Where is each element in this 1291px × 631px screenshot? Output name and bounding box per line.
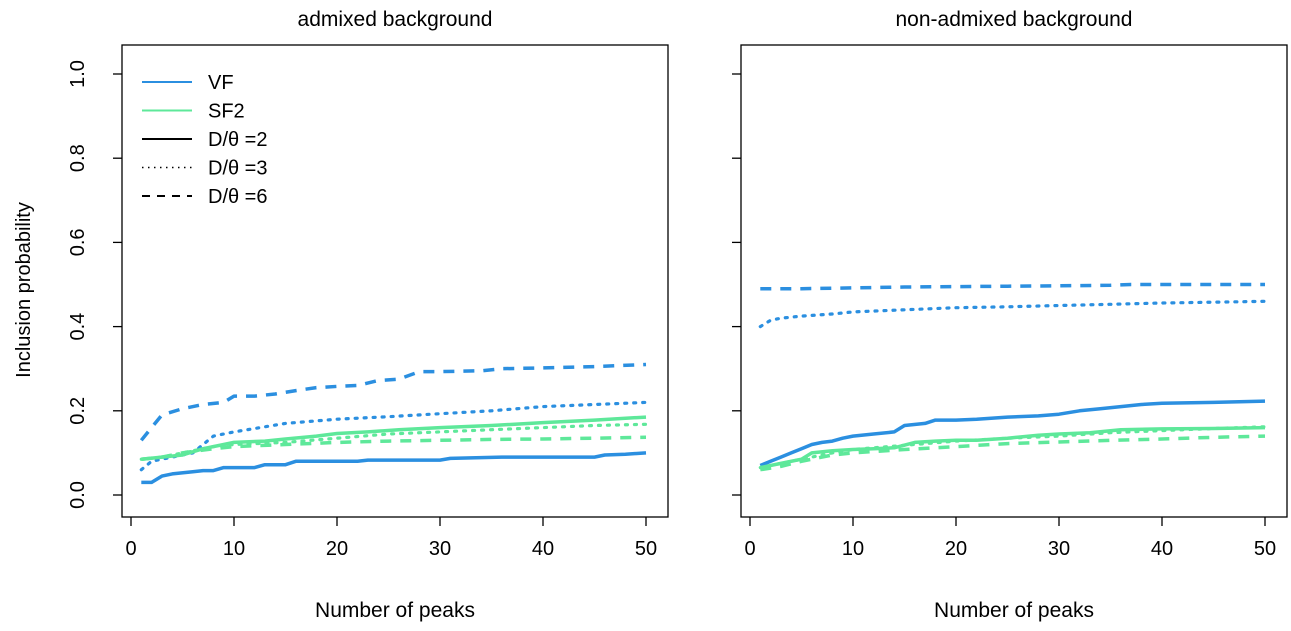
series-line-sf2-dotted	[758, 425, 1267, 470]
series-line-sf2-dotted	[139, 422, 648, 461]
legend-label: D/θ =6	[208, 186, 267, 208]
panel-2: non-admixed background 0 10 20 30 40 50 Number …	[732, 8, 1288, 622]
x-tick-label: 0	[744, 538, 755, 560]
y-tick-label: 0.2	[67, 397, 89, 425]
series-line-sf2-dashed	[760, 434, 1266, 472]
panel-title: admixed background	[298, 8, 493, 31]
x-tick-label: 30	[1048, 538, 1070, 560]
x-tick-label: 40	[532, 538, 554, 560]
x-tick-label: 10	[223, 538, 245, 560]
y-axis-label: Inclusion probability	[13, 202, 35, 378]
y-tick-label: 0.0	[67, 481, 89, 509]
panels: admixed background 0 10 20 30 40 50 Number of p…	[67, 8, 1288, 622]
x-axis-label: Number of peaks	[934, 599, 1094, 622]
x-tick-label: 0	[125, 538, 136, 560]
series-line-vf-dashed	[760, 282, 1265, 291]
y-tick-label: 1.0	[67, 60, 89, 88]
legend-label: D/θ =3	[208, 158, 267, 180]
x-tick-label: 40	[1151, 538, 1173, 560]
series-line-vf-solid	[759, 399, 1266, 468]
panel-1: admixed background 0 10 20 30 40 50 Number of p…	[67, 8, 669, 622]
plot-frame	[740, 44, 1288, 518]
x-tick-label: 20	[945, 538, 967, 560]
legend: VF SF2 D/θ =2 D/θ =3 D/θ =6	[142, 72, 267, 208]
series-line-vf-dashed	[139, 362, 647, 442]
y-tick-label: 0.4	[67, 313, 89, 341]
legend-label: D/θ =2	[208, 129, 267, 151]
legend-label: SF2	[208, 101, 245, 123]
y-tick-label: 0.8	[67, 144, 89, 172]
x-tick-label: 20	[326, 538, 348, 560]
x-tick-label: 50	[1254, 538, 1276, 560]
x-tick-label: 30	[429, 538, 451, 560]
series-line-sf2-dashed	[141, 435, 647, 461]
series-line-vf-solid	[141, 451, 647, 485]
panel-title: non-admixed background	[896, 8, 1133, 31]
x-tick-label: 10	[842, 538, 864, 560]
legend-label: VF	[208, 72, 234, 94]
x-axis-label: Number of peaks	[315, 599, 475, 622]
plot-frame	[121, 44, 669, 518]
series-line-sf2-solid	[759, 425, 1266, 470]
series-line-vf-dotted	[139, 400, 648, 472]
x-tick-label: 50	[635, 538, 657, 560]
y-tick-label: 0.6	[67, 228, 89, 256]
series-line-vf-dotted	[758, 299, 1267, 329]
